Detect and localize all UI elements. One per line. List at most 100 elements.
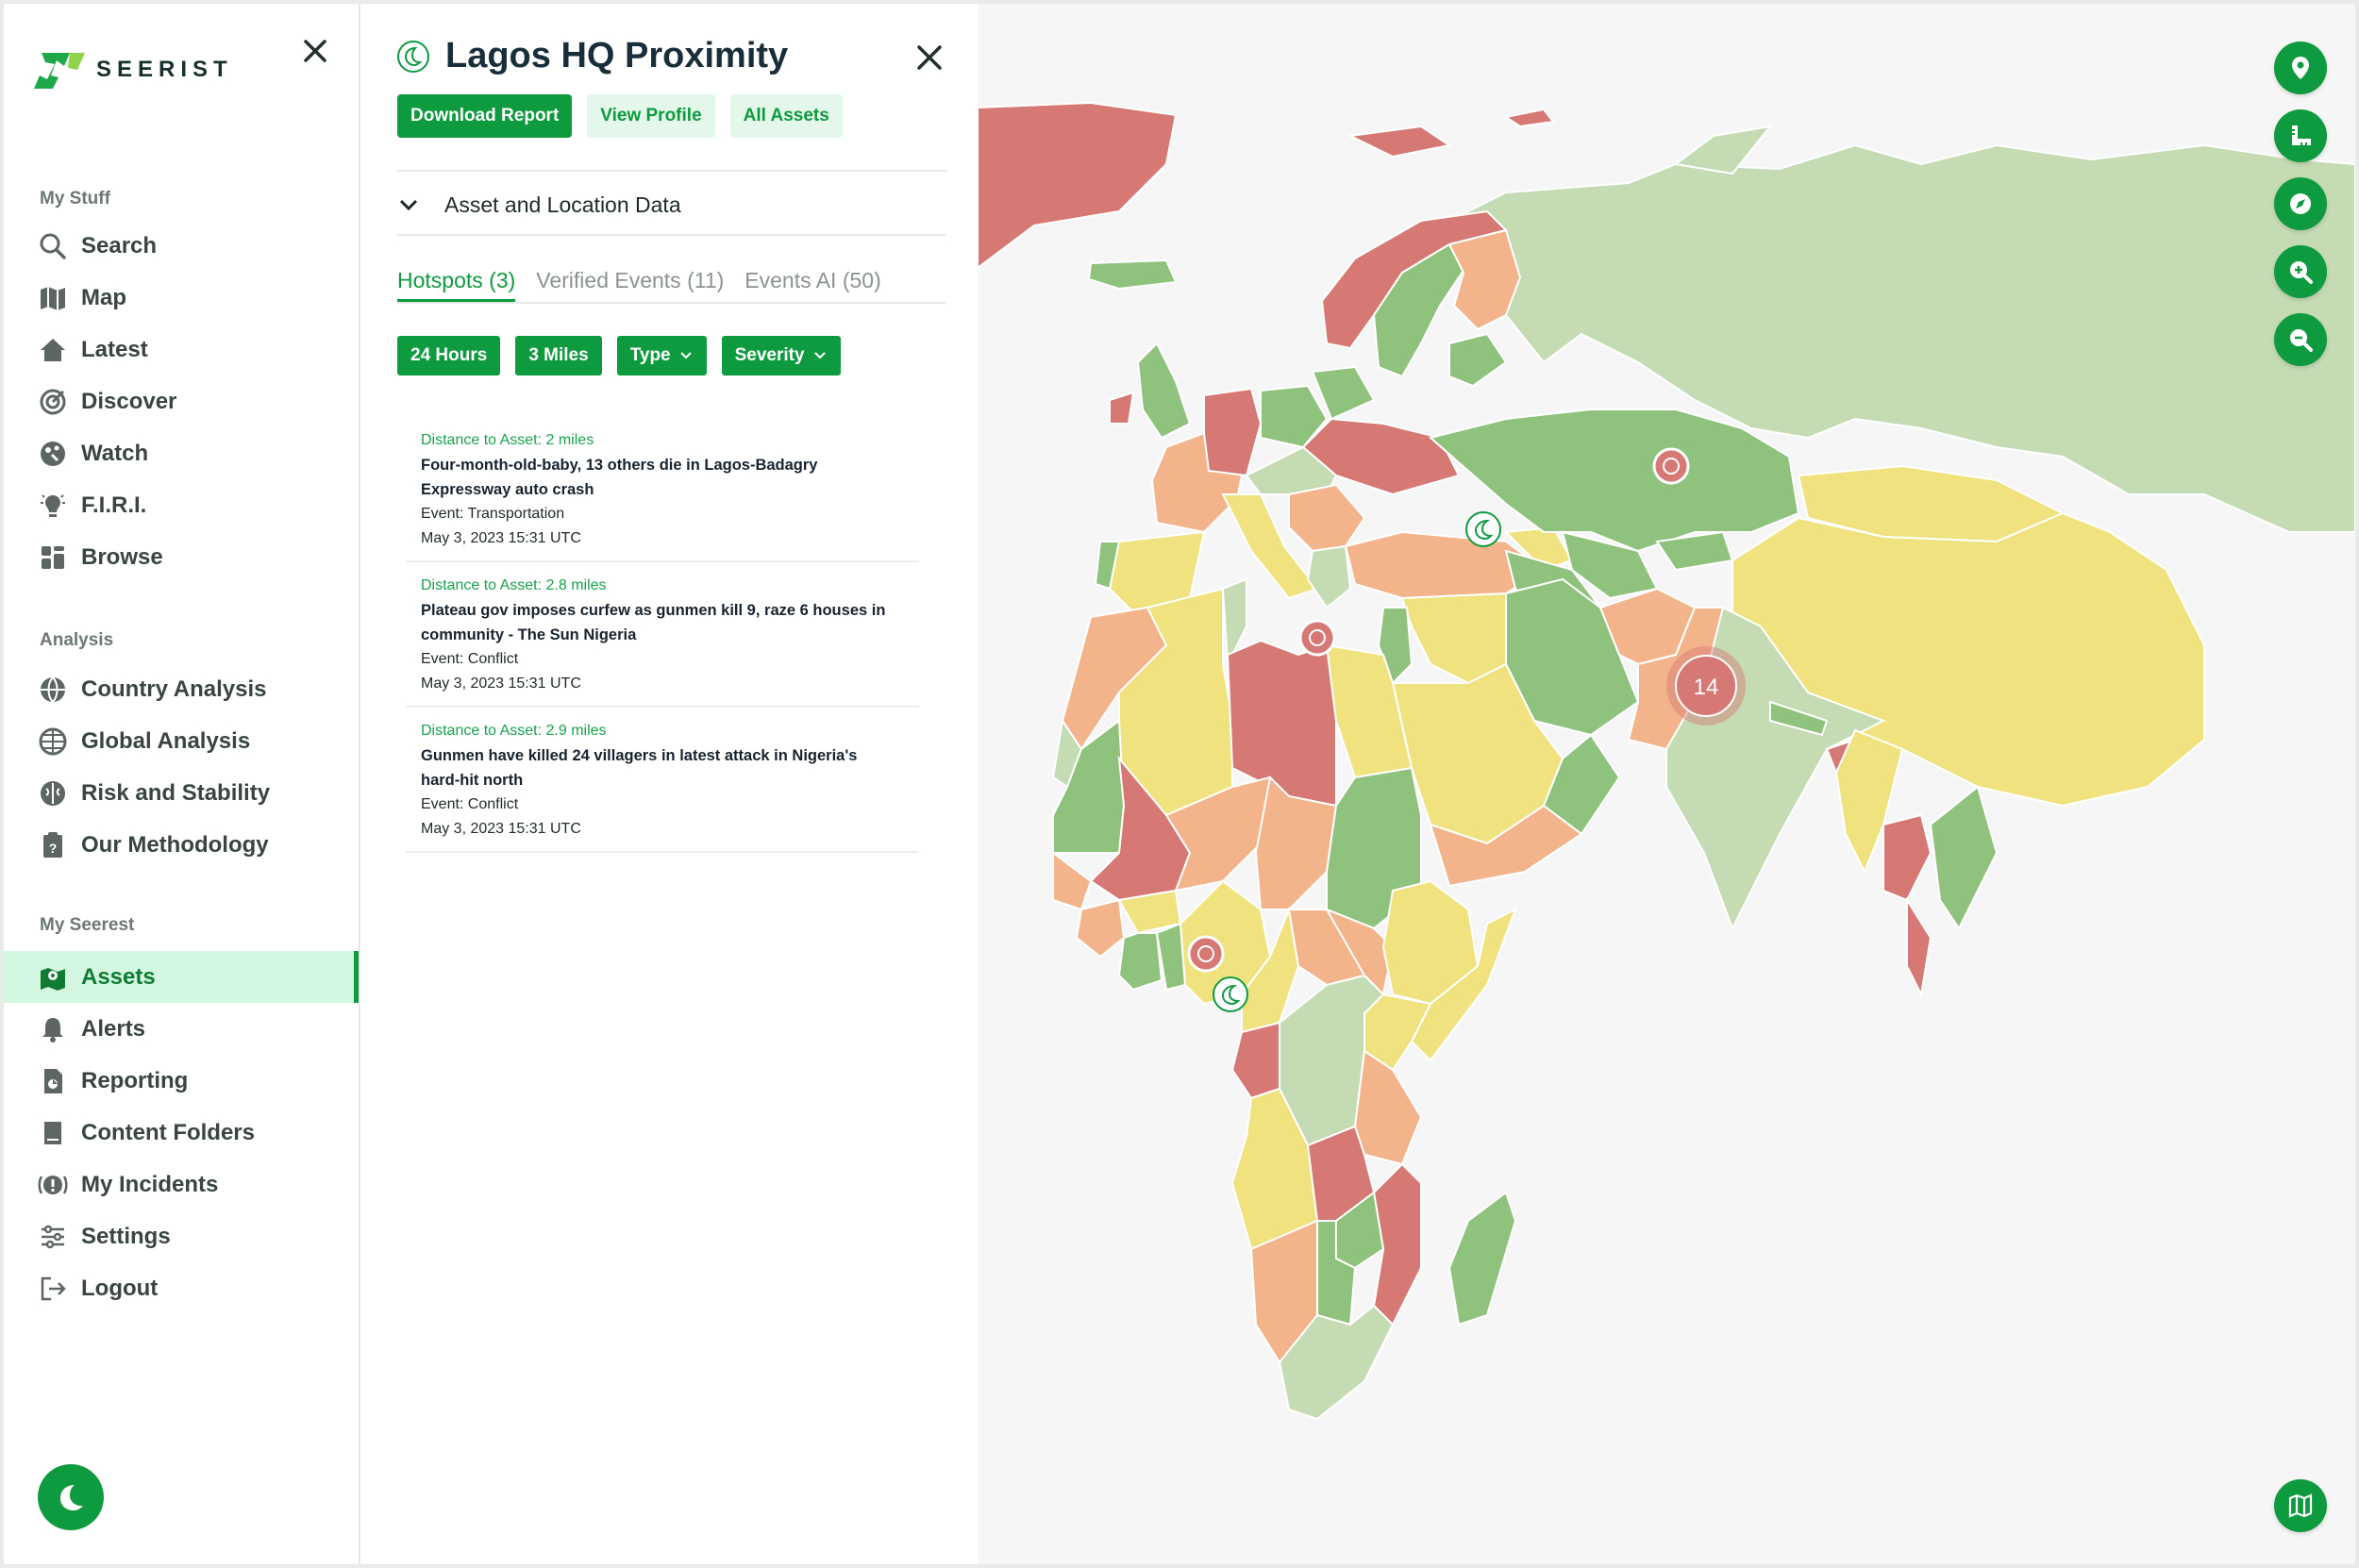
dark-mode-toggle[interactable] (38, 1464, 104, 1530)
divider (397, 234, 946, 236)
map-marker-asset-lagos[interactable] (1213, 976, 1248, 1012)
asset-detail-panel: Lagos HQ Proximity Download Report View … (362, 4, 978, 1564)
event-type: Event: Conflict (421, 796, 519, 812)
tab-verified-events[interactable]: Verified Events (11) (536, 268, 725, 292)
seerist-logo-icon (34, 53, 85, 89)
region-ireland (1109, 391, 1135, 425)
region-greece (1306, 544, 1352, 609)
map-canvas[interactable]: 14 (977, 4, 2355, 1564)
region-madagascar (1447, 1191, 1517, 1326)
tab-events-ai[interactable]: Events AI (50) (745, 268, 881, 292)
map-cluster-marker[interactable]: 14 (1666, 646, 1746, 726)
sidebar-item-country-analysis[interactable]: Country Analysis (4, 663, 359, 715)
region-balkans (1288, 483, 1366, 553)
brain-icon (38, 778, 68, 809)
sidebar-item-label: Browse (81, 543, 163, 570)
sidebar-item-my-incidents[interactable]: My Incidents (4, 1159, 359, 1210)
sidebar-item-global-analysis[interactable]: Global Analysis (4, 715, 359, 767)
sidebar-item-alerts[interactable]: Alerts (4, 1003, 359, 1055)
logo-text: SEERIST (96, 57, 233, 82)
sidebar-item-discover[interactable]: Discover (4, 375, 359, 427)
map-marker-hotspot-ukraine[interactable] (1652, 447, 1690, 485)
filter-severity-dropdown[interactable]: Severity (721, 336, 841, 375)
region-south-africa (1278, 1304, 1395, 1421)
region-russia (1447, 143, 2355, 533)
sidebar-item-assets[interactable]: Assets (4, 951, 359, 1003)
globe-grid-icon (38, 726, 68, 757)
region-tanzania (1353, 1049, 1423, 1166)
compass-button[interactable] (2274, 177, 2327, 230)
sidebar-item-label: Reporting (81, 1067, 189, 1093)
list-item[interactable]: Distance to Asset: 2 miles Four-month-ol… (406, 425, 919, 562)
filter-label: Severity (734, 345, 805, 365)
sidebar-item-settings[interactable]: Settings (4, 1210, 359, 1262)
all-assets-button[interactable]: All Assets (729, 94, 843, 138)
region-mozambique (1372, 1162, 1422, 1326)
ruler-icon (2292, 125, 2311, 145)
divider (397, 170, 946, 172)
sidebar-item-label: Content Folders (81, 1119, 255, 1145)
sidebar-item-label: Our Methodology (81, 831, 269, 858)
sidebar-item-watch[interactable]: Watch (4, 427, 359, 479)
asset-location-accordion[interactable]: Asset and Location Data (397, 179, 946, 230)
sidebar-item-risk-and-stability[interactable]: Risk and Stability (4, 767, 359, 819)
region-nepal (1769, 700, 1829, 737)
region-baltic-states (1448, 332, 1508, 388)
map-layers-button[interactable] (2274, 1479, 2327, 1532)
event-distance: Distance to Asset: 2 miles (421, 432, 594, 448)
filter-time-button[interactable]: 24 Hours (397, 336, 501, 375)
view-profile-button[interactable]: View Profile (587, 94, 715, 138)
sidebar-item-firi[interactable]: F.I.R.I. (4, 479, 359, 531)
risk-map[interactable]: 14 (977, 4, 2355, 1564)
app-window: SEERIST My Stuff Search Map Latest Disco… (4, 4, 2355, 1564)
sidebar-item-content-folders[interactable]: Content Folders (4, 1107, 359, 1159)
svg-text:?: ? (49, 841, 58, 856)
region-germany (1203, 387, 1263, 477)
region-novaya-zemlya (1673, 125, 1773, 175)
zoom-in-icon (2290, 261, 2313, 284)
measure-button[interactable] (2274, 109, 2327, 162)
region-arctic-islands (1347, 125, 1452, 158)
tabs-underline (397, 302, 946, 304)
download-report-button[interactable]: Download Report (397, 94, 573, 138)
section-label-my-seerest: My Seerest (40, 915, 135, 935)
sidebar-item-label: F.I.R.I. (81, 492, 147, 518)
panel-close-button[interactable] (910, 38, 949, 77)
cluster-count: 14 (1694, 675, 1719, 700)
sidebar-item-map[interactable]: Map (4, 272, 359, 324)
lightbulb-icon (38, 491, 68, 521)
sidebar-item-latest[interactable]: Latest (4, 324, 359, 375)
sidebar-item-logout[interactable]: Logout (4, 1262, 359, 1314)
map-marker-hotspot-algeria[interactable] (1298, 619, 1336, 657)
logo[interactable]: SEERIST (32, 47, 233, 92)
filter-type-dropdown[interactable]: Type (616, 336, 707, 375)
event-timestamp: May 3, 2023 15:31 UTC (421, 676, 581, 692)
list-item[interactable]: Distance to Asset: 2.8 miles Plateau gov… (406, 570, 919, 708)
region-chad (1254, 775, 1338, 910)
report-icon (38, 1066, 68, 1096)
tab-hotspots[interactable]: Hotspots (3) (397, 268, 516, 302)
sidebar-item-our-methodology[interactable]: ? Our Methodology (4, 819, 359, 871)
sidebar-item-label: Discover (81, 388, 177, 414)
filter-distance-button[interactable]: 3 Miles (515, 336, 602, 375)
asset-status-icon (397, 40, 429, 73)
compass-icon (2290, 193, 2311, 214)
region-tunisia (1221, 577, 1247, 668)
map-marker-asset-balkans[interactable] (1465, 511, 1501, 547)
sidebar-item-browse[interactable]: Browse (4, 531, 359, 583)
browse-icon (38, 542, 68, 573)
list-item[interactable]: Distance to Asset: 2.9 miles Gunmen have… (406, 715, 919, 853)
bell-icon (38, 1014, 68, 1044)
sidebar-close-button[interactable] (296, 32, 334, 70)
region-arctic-islands-2 (1503, 108, 1555, 128)
region-ivory-coast (1117, 932, 1163, 992)
map-marker-hotspot-west-africa[interactable] (1187, 935, 1225, 973)
zoom-in-button[interactable] (2274, 245, 2327, 298)
sidebar-item-label: Risk and Stability (81, 779, 271, 806)
place-pin-button[interactable] (2274, 42, 2327, 94)
zoom-out-button[interactable] (2274, 313, 2327, 366)
map-layers-icon (2288, 1493, 2313, 1518)
sidebar-item-search[interactable]: Search (4, 220, 359, 272)
sidebar-item-reporting[interactable]: Reporting (4, 1055, 359, 1107)
sidebar-item-label: Settings (81, 1223, 171, 1249)
